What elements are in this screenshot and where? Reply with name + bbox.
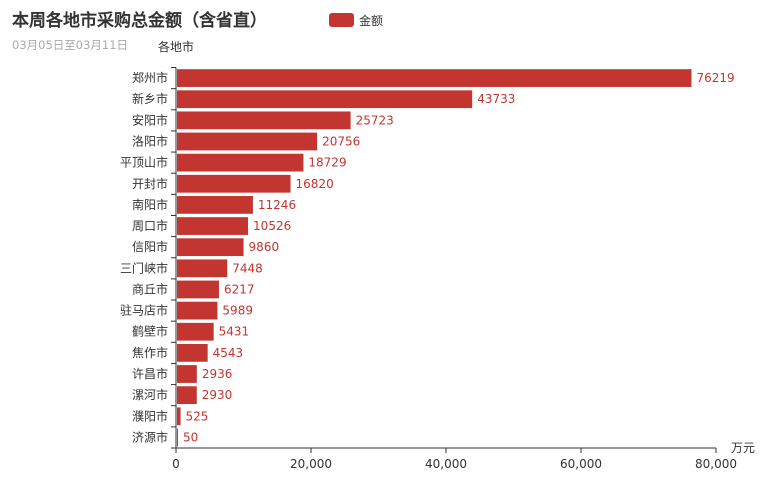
y-tick-label: 洛阳市 — [132, 133, 168, 148]
bar[interactable] — [177, 301, 218, 320]
bar[interactable] — [177, 238, 244, 257]
legend-label: 金额 — [359, 13, 383, 28]
data-label: 16820 — [296, 177, 334, 191]
bar[interactable] — [177, 407, 181, 426]
x-tick-label: 0 — [172, 457, 180, 471]
x-tick-label: 20,000 — [290, 457, 332, 471]
bar[interactable] — [177, 90, 473, 109]
y-tick-label: 平顶山市 — [120, 155, 168, 170]
y-tick-label: 商丘市 — [132, 281, 168, 296]
data-label: 5989 — [222, 304, 253, 318]
x-axis-title: 万元 — [731, 441, 755, 455]
bar[interactable] — [177, 428, 178, 447]
y-tick-label: 濮阳市 — [132, 408, 168, 423]
x-tick-label: 80,000 — [695, 457, 737, 471]
data-label: 10526 — [253, 219, 291, 233]
x-tick-label: 40,000 — [425, 457, 467, 471]
data-label: 5431 — [219, 325, 250, 339]
y-tick-label: 驻马店市 — [120, 303, 168, 318]
data-label: 9860 — [249, 240, 280, 254]
data-label: 2936 — [202, 367, 233, 381]
bar[interactable] — [177, 280, 219, 299]
x-tick-label: 60,000 — [560, 457, 602, 471]
y-tick-label: 三门峡市 — [120, 260, 168, 275]
bar[interactable] — [177, 111, 351, 130]
data-label: 20756 — [322, 134, 360, 148]
bar[interactable] — [177, 196, 253, 214]
bar[interactable] — [177, 153, 304, 172]
y-tick-label: 鹤壁市 — [132, 324, 168, 339]
legend-item[interactable]: 金额 — [329, 13, 383, 28]
data-label: 25723 — [356, 113, 394, 127]
legend-swatch — [329, 13, 354, 27]
y-tick-label: 焦作市 — [132, 345, 168, 360]
y-tick-label: 周口市 — [132, 218, 168, 233]
bar[interactable] — [177, 217, 249, 235]
y-tick-label: 信阳市 — [132, 239, 168, 254]
chart-subtitle: 03月05日至03月11日 — [12, 38, 128, 52]
data-label: 4543 — [213, 346, 244, 360]
chart-title: 本周各地市采购总金额（含省直） — [12, 10, 267, 31]
data-label: 50 — [183, 430, 198, 444]
bar[interactable] — [177, 386, 197, 405]
y-tick-label: 开封市 — [132, 176, 168, 191]
bar[interactable] — [177, 365, 197, 383]
y-tick-label: 南阳市 — [132, 197, 168, 212]
data-label: 76219 — [696, 71, 734, 85]
y-tick-label: 许昌市 — [132, 366, 168, 381]
y-tick-label: 济源市 — [132, 429, 168, 444]
bar[interactable] — [177, 174, 291, 193]
data-label: 43733 — [477, 92, 515, 106]
bar[interactable] — [177, 132, 318, 151]
bar[interactable] — [177, 343, 208, 362]
data-label: 6217 — [224, 282, 255, 296]
y-tick-label: 安阳市 — [132, 112, 168, 127]
bar[interactable] — [177, 259, 228, 278]
y-tick-label: 郑州市 — [132, 70, 168, 85]
data-label: 7448 — [232, 261, 263, 275]
data-label: 2930 — [202, 388, 233, 402]
data-label: 18729 — [308, 156, 346, 170]
bar[interactable] — [177, 69, 692, 87]
y-axis-title: 各地市 — [158, 39, 194, 54]
y-tick-label: 新乡市 — [132, 91, 168, 106]
data-label: 525 — [186, 409, 209, 423]
bar[interactable] — [177, 322, 214, 341]
data-label: 11246 — [258, 198, 296, 212]
y-tick-label: 漯河市 — [132, 387, 168, 402]
